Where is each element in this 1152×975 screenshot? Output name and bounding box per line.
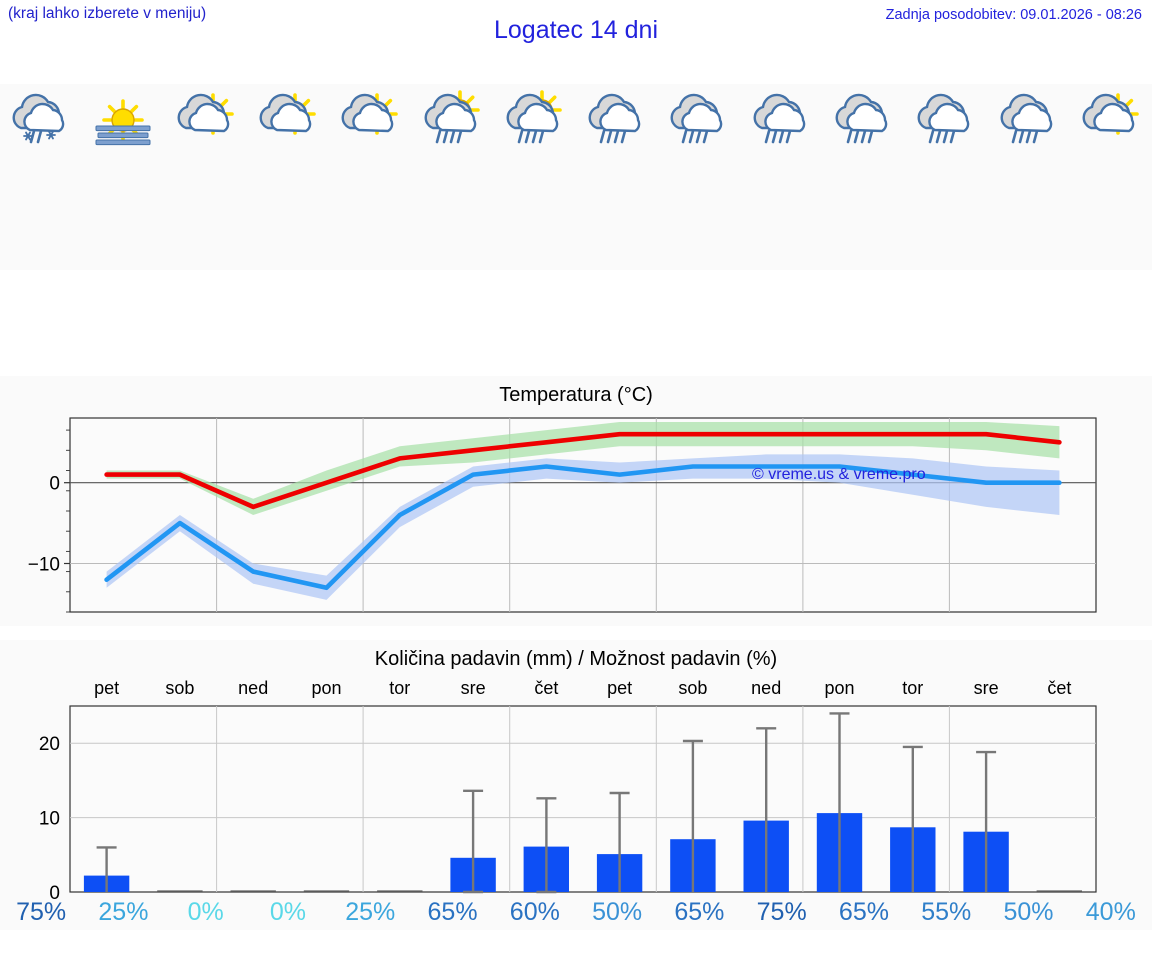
- day-column-sob-17.01[interactable]: [658, 84, 740, 270]
- precipitation-probability: 50%: [592, 898, 643, 926]
- precipitation-probability: 40%: [1085, 898, 1136, 926]
- day-column-sre-14.01[interactable]: [411, 84, 493, 270]
- precipitation-chart-title: Količina padavin (mm) / Možnost padavin …: [374, 648, 778, 670]
- cloud-rain-icon: [580, 90, 654, 146]
- precipitation-probability: 0%: [269, 898, 307, 926]
- precipitation-probability: 25%: [98, 898, 149, 926]
- day-column-ned-11.01[interactable]: [165, 84, 247, 270]
- precipitation-probability: 65%: [674, 898, 725, 926]
- day-column-čet-15.01[interactable]: [494, 84, 576, 270]
- precipitation-probability: 60%: [509, 898, 560, 926]
- svg-text:tor: tor: [389, 678, 410, 698]
- day-column-pon-12.01[interactable]: [247, 84, 329, 270]
- svg-text:pet: pet: [607, 678, 632, 698]
- precipitation-probability: 0%: [187, 898, 224, 926]
- day-column-tor-13.01[interactable]: [329, 84, 411, 270]
- svg-text:0: 0: [49, 474, 60, 495]
- day-column-sre-21.01[interactable]: [987, 84, 1069, 270]
- day-column-čet-22.01[interactable]: [1070, 84, 1152, 270]
- temperature-chart-svg: 0 −10: [28, 417, 1097, 613]
- cloud-rain-icon: [827, 90, 901, 146]
- precipitation-probability: 75%: [16, 898, 67, 926]
- svg-text:tor: tor: [902, 678, 923, 698]
- sun-cloud-icon: [251, 90, 325, 146]
- page-title: Logatec 14 dni: [493, 16, 659, 44]
- temperature-chart-title: Temperatura (°C): [499, 384, 653, 406]
- svg-text:sob: sob: [678, 678, 707, 698]
- svg-text:sre: sre: [974, 678, 999, 698]
- sun-cloud-icon: [1074, 90, 1148, 146]
- precipitation-chart-svg: pet sob ned pon tor sre čet pet sob ned pon tor sre č…: [39, 678, 1097, 904]
- sun-fog-icon: [86, 90, 160, 146]
- svg-text:20: 20: [39, 734, 60, 755]
- day-column-pon-19.01[interactable]: [823, 84, 905, 270]
- day-column-pet-09.01[interactable]: [0, 84, 82, 270]
- precipitation-chart-panel: Količina padavin (mm) / Možnost padavin …: [0, 640, 1152, 930]
- daily-forecast-strip: [0, 84, 1152, 270]
- precipitation-probability: 50%: [1003, 898, 1054, 926]
- precipitation-probability: 25%: [345, 898, 396, 926]
- precipitation-probability-row: 75% 25% 0% 0% 25% 65% 60% 50% 65% 75% 65% 55% 50% 40%: [0, 898, 1152, 927]
- svg-text:pon: pon: [311, 678, 341, 698]
- cloud-rain-icon: [992, 90, 1066, 146]
- day-column-sob-10.01[interactable]: [82, 84, 164, 270]
- svg-text:čet: čet: [1047, 678, 1071, 698]
- svg-text:ned: ned: [238, 678, 268, 698]
- day-column-ned-18.01[interactable]: [741, 84, 823, 270]
- svg-text:0: 0: [49, 883, 60, 904]
- precipitation-probability: 75%: [756, 898, 807, 926]
- svg-text:pon: pon: [824, 678, 854, 698]
- day-column-tor-20.01[interactable]: [905, 84, 987, 270]
- precipitation-probability: 55%: [921, 898, 972, 926]
- svg-text:10: 10: [39, 809, 60, 830]
- day-column-pet-16.01[interactable]: [576, 84, 658, 270]
- precipitation-probability: 65%: [838, 898, 889, 926]
- svg-text:pet: pet: [94, 678, 119, 698]
- cloud-rain-icon: [745, 90, 819, 146]
- menu-hint-text: (kraj lahko izberete v meniju): [8, 5, 207, 22]
- page-header: (kraj lahko izberete v meniju) Logatec 1…: [0, 0, 1152, 46]
- cloud-rain-icon: [662, 90, 736, 146]
- svg-text:ned: ned: [751, 678, 781, 698]
- svg-text:sob: sob: [165, 678, 194, 698]
- sun-cloud-icon: [169, 90, 243, 146]
- sun-cloud-rain-icon: [498, 90, 572, 146]
- svg-text:sre: sre: [461, 678, 486, 698]
- sun-cloud-icon: [333, 90, 407, 146]
- svg-text:−10: −10: [28, 555, 60, 576]
- cloud-rain-icon: [909, 90, 983, 146]
- sun-cloud-rain-icon: [416, 90, 490, 146]
- last-update-text: Zadnja posodobitev: 09.01.2026 - 08:26: [885, 7, 1142, 23]
- svg-text:čet: čet: [534, 678, 558, 698]
- precipitation-probability: 65%: [427, 898, 478, 926]
- rain-snow-cloud-icon: [4, 90, 78, 146]
- copyright-text: © vreme.us & vreme.pro: [752, 466, 926, 483]
- temperature-chart-panel: Temperatura (°C) 0 −10: [0, 376, 1152, 626]
